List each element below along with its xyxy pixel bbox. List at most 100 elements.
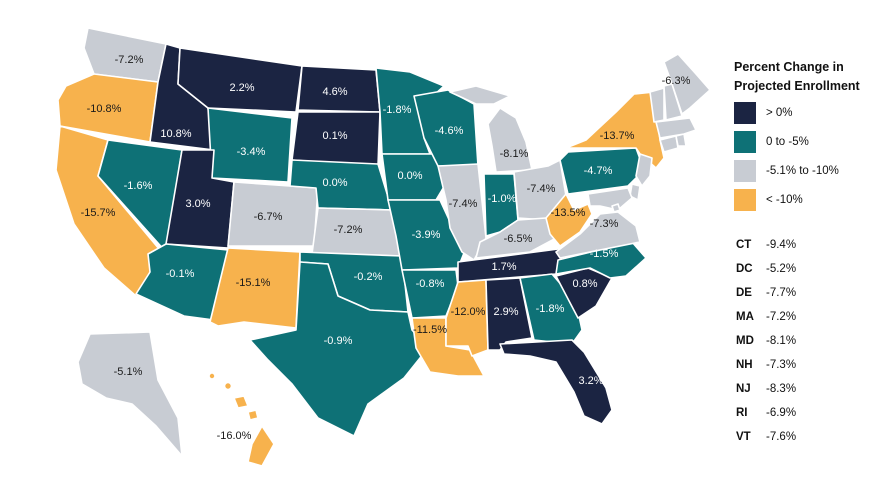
state-label-la: -11.5% [413, 324, 447, 336]
state-label-ms: -12.0% [451, 306, 486, 318]
legend-item-neg-small: 0 to -5% [734, 131, 809, 153]
state-label-va: -7.3% [590, 218, 619, 230]
state-label-fl: 3.2% [578, 375, 603, 387]
state-label-wa: -7.2% [115, 54, 144, 66]
state-label-il: -7.4% [449, 198, 478, 210]
state-label-al: 2.9% [493, 306, 518, 318]
state-label-wi: -4.6% [435, 125, 464, 137]
small-state-row: MA -7.2% [736, 310, 796, 324]
state-label-ia: 0.0% [397, 170, 422, 182]
state-nh[interactable] [663, 83, 683, 121]
state-label-mo: -3.9% [412, 229, 441, 241]
state-me[interactable] [663, 53, 711, 115]
state-label-nd: 4.6% [322, 86, 347, 98]
legend-label-positive: > 0% [766, 107, 793, 119]
legend-swatch-neg-small [734, 131, 756, 153]
state-nc[interactable] [555, 241, 647, 279]
state-il[interactable] [437, 163, 487, 261]
state-mt[interactable] [177, 47, 303, 113]
state-label-oh: -7.4% [527, 183, 556, 195]
small-state-value: -9.4% [766, 239, 797, 251]
state-dc[interactable] [611, 203, 621, 213]
state-label-sc: 0.8% [572, 278, 597, 290]
small-state-value: -7.3% [766, 359, 797, 371]
state-label-nv: -1.6% [124, 180, 153, 192]
state-label-ak: -5.1% [114, 366, 143, 378]
state-label-ar: -0.8% [416, 278, 445, 290]
small-state-value: -7.6% [766, 431, 797, 443]
us-map: -7.2% -10.8% -15.7% 10.8% -1.6% 2.2% -3.4% 3.0%… [55, 27, 711, 467]
legend-label-neg-mid: -5.1% to -10% [766, 165, 839, 177]
small-state-value: -7.7% [766, 287, 797, 299]
state-mi[interactable] [487, 107, 533, 173]
state-label-nm: -15.1% [236, 277, 271, 289]
state-ak[interactable] [77, 331, 183, 457]
small-state-row: DC -5.2% [736, 262, 796, 276]
state-label-sd: 0.1% [322, 130, 347, 142]
state-ia[interactable] [381, 153, 449, 201]
legend-label-neg-large: < -10% [766, 194, 803, 206]
state-label-wv: -13.5% [551, 207, 586, 219]
state-va[interactable] [555, 211, 641, 259]
small-state-value: -5.2% [766, 263, 797, 275]
legend-item-neg-large: < -10% [734, 189, 803, 211]
state-label-ut: 3.0% [185, 198, 210, 210]
small-state-abbr: RI [736, 407, 748, 419]
state-hi[interactable] [208, 372, 275, 467]
state-label-or: -10.8% [87, 103, 122, 115]
state-mi-upper[interactable] [449, 85, 511, 105]
state-label-pa: -4.7% [584, 165, 613, 177]
small-state-abbr: DC [736, 263, 753, 275]
state-label-ne: 0.0% [322, 177, 347, 189]
small-state-abbr: MD [736, 335, 754, 347]
state-wv[interactable] [545, 193, 593, 247]
state-label-hi: -16.0% [217, 430, 252, 442]
legend: Percent Change in Projected Enrollment >… [734, 58, 884, 211]
small-state-row: MD -8.1% [736, 334, 796, 348]
small-state-row: VT -7.6% [736, 430, 796, 444]
state-label-co: -6.7% [254, 211, 283, 223]
state-label-ks: -7.2% [334, 224, 363, 236]
legend-swatch-positive [734, 102, 756, 124]
state-ma[interactable] [655, 117, 697, 139]
small-state-abbr: MA [736, 311, 754, 323]
legend-swatch-neg-mid [734, 160, 756, 182]
small-state-row: NJ -8.3% [736, 382, 796, 396]
state-de[interactable] [629, 183, 641, 201]
state-vt[interactable] [649, 87, 665, 123]
state-label-mn: -1.8% [383, 104, 412, 116]
state-label-mi: -8.1% [500, 148, 529, 160]
small-state-row: DE -7.7% [736, 286, 796, 300]
small-state-value: -8.3% [766, 383, 797, 395]
state-label-id: 10.8% [160, 128, 191, 140]
state-label-az: -0.1% [166, 268, 195, 280]
small-state-value: -8.1% [766, 335, 797, 347]
small-state-row: RI -6.9% [736, 406, 796, 420]
state-tx[interactable] [249, 261, 429, 437]
small-state-abbr: CT [736, 239, 752, 251]
small-state-row: CT -9.4% [736, 238, 796, 252]
legend-title-line2: Projected Enrollment [734, 79, 860, 93]
state-ct[interactable] [659, 135, 679, 153]
state-md[interactable] [587, 187, 633, 211]
small-state-value: -6.9% [766, 407, 797, 419]
state-label-mt: 2.2% [229, 82, 254, 94]
legend-swatch-neg-large [734, 189, 756, 211]
state-labels: -7.2% -10.8% -15.7% 10.8% -1.6% 2.2% -3.4% 3.0%… [81, 54, 691, 442]
state-label-ky: -6.5% [504, 233, 533, 245]
legend-title-line1: Percent Change in [734, 60, 844, 74]
state-label-wy: -3.4% [237, 146, 266, 158]
state-label-me: -6.3% [662, 75, 691, 87]
state-fl[interactable] [499, 339, 613, 425]
small-state-value: -7.2% [766, 311, 797, 323]
small-state-abbr: VT [736, 431, 751, 443]
legend-label-neg-small: 0 to -5% [766, 136, 809, 148]
state-label-ca: -15.7% [81, 207, 116, 219]
legend-item-neg-mid: -5.1% to -10% [734, 160, 839, 182]
small-state-row: NH -7.3% [736, 358, 796, 372]
small-state-abbr: NJ [736, 383, 751, 395]
state-nj[interactable] [635, 153, 653, 187]
state-label-tn: 1.7% [491, 261, 516, 273]
state-mo[interactable] [387, 199, 467, 271]
small-state-abbr: DE [736, 287, 752, 299]
